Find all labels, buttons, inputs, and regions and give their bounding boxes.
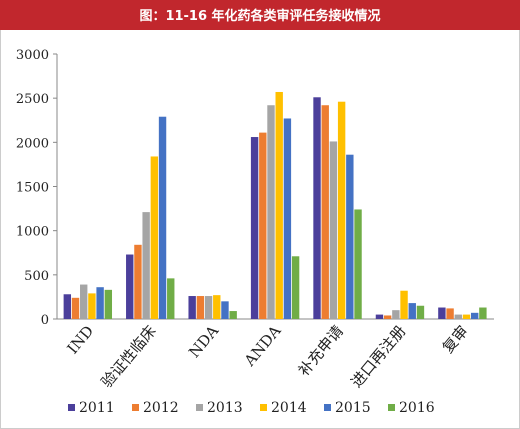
bar bbox=[462, 314, 471, 319]
bar bbox=[71, 297, 80, 319]
bar bbox=[346, 154, 354, 319]
bar bbox=[88, 293, 96, 319]
legend-swatch bbox=[324, 404, 331, 411]
bar bbox=[80, 284, 88, 319]
bar bbox=[408, 303, 416, 319]
bar bbox=[221, 301, 229, 319]
bar bbox=[204, 296, 213, 319]
bar bbox=[104, 289, 113, 319]
bar bbox=[96, 287, 104, 319]
bar bbox=[479, 307, 487, 319]
bar bbox=[250, 137, 259, 319]
bar bbox=[446, 308, 454, 319]
y-tick-label: 2500 bbox=[16, 92, 49, 107]
y-tick-label: 1500 bbox=[16, 181, 49, 196]
bar bbox=[196, 296, 205, 319]
bar bbox=[392, 310, 400, 319]
bar bbox=[313, 97, 321, 320]
bar bbox=[283, 118, 292, 319]
bar bbox=[158, 116, 167, 319]
legend-label: 2014 bbox=[271, 400, 307, 416]
bar bbox=[142, 212, 150, 319]
title-bar bbox=[0, 0, 520, 30]
legend-label: 2015 bbox=[335, 400, 371, 416]
legend-swatch bbox=[260, 404, 267, 411]
bar bbox=[454, 314, 462, 319]
bar bbox=[416, 305, 425, 319]
legend-label: 2011 bbox=[79, 400, 115, 416]
y-tick-label: 2000 bbox=[16, 136, 49, 151]
bar bbox=[267, 105, 275, 319]
bar bbox=[126, 254, 134, 319]
bar bbox=[321, 105, 329, 319]
bar bbox=[213, 295, 221, 319]
bar bbox=[329, 141, 338, 319]
bar bbox=[375, 314, 384, 319]
bar bbox=[337, 101, 346, 319]
y-tick-label: 0 bbox=[41, 313, 49, 328]
y-tick-label: 1000 bbox=[16, 225, 49, 240]
bar bbox=[63, 294, 72, 319]
bar bbox=[383, 315, 392, 319]
legend-swatch bbox=[132, 404, 139, 411]
legend-label: 2013 bbox=[207, 400, 243, 416]
bar bbox=[275, 91, 283, 319]
bar bbox=[167, 278, 175, 319]
y-tick-label: 500 bbox=[24, 269, 49, 284]
legend-label: 2016 bbox=[399, 400, 435, 416]
bar bbox=[291, 256, 300, 319]
legend-swatch bbox=[388, 404, 395, 411]
y-tick-label: 3000 bbox=[16, 48, 49, 63]
bar bbox=[470, 312, 479, 319]
legend-swatch bbox=[196, 404, 203, 411]
bar bbox=[188, 296, 196, 319]
bar bbox=[259, 132, 267, 319]
bar bbox=[150, 156, 159, 319]
chart-title: 图：11-16 年化药各类审评任务接收情况 bbox=[139, 8, 380, 24]
bar bbox=[438, 307, 446, 319]
bar bbox=[354, 209, 362, 319]
bar bbox=[229, 311, 237, 319]
legend-label: 2012 bbox=[143, 400, 179, 416]
bar bbox=[400, 290, 408, 319]
legend-swatch bbox=[68, 404, 75, 411]
bar bbox=[134, 244, 142, 319]
